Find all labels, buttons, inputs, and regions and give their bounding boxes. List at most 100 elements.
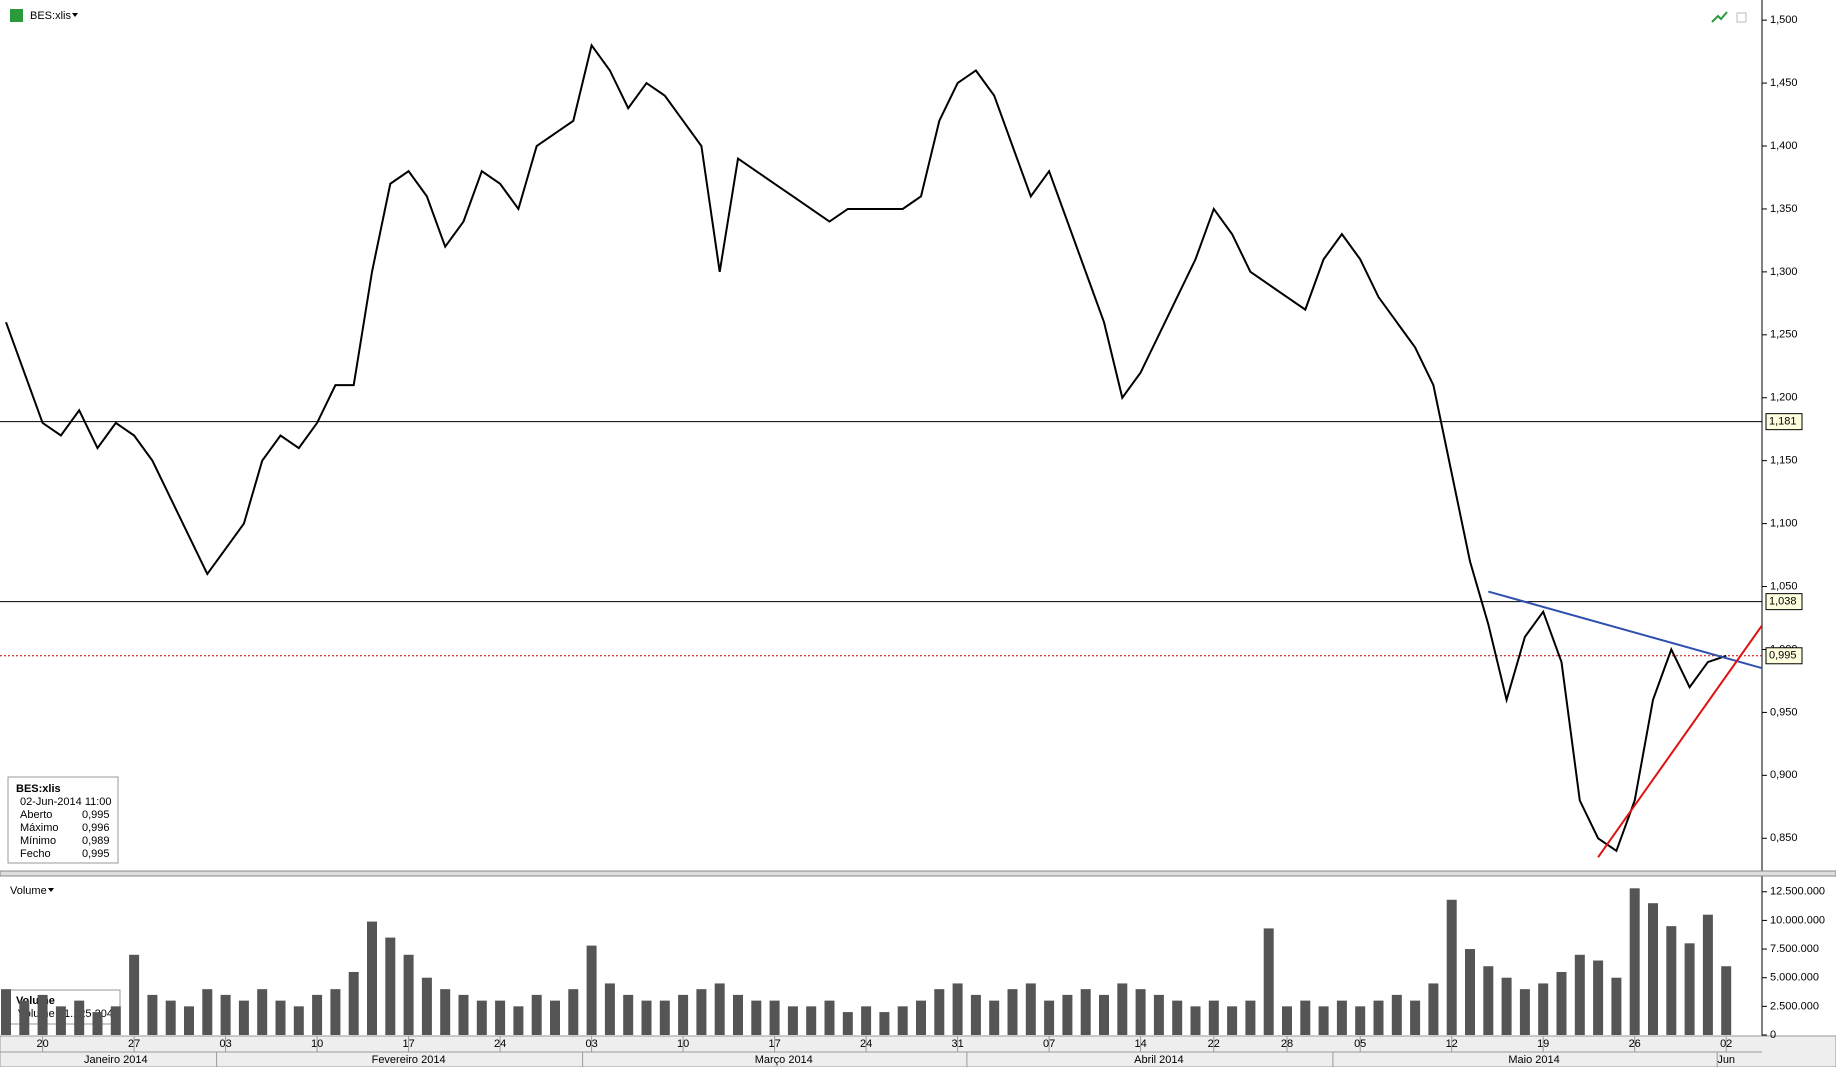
trendline — [1488, 590, 1762, 670]
volume-bar — [458, 994, 469, 1035]
info-datetime: 02-Jun-2014 11:00 — [20, 796, 112, 808]
volume-pane-label[interactable]: Volume — [10, 885, 47, 897]
volume-bar — [1446, 899, 1457, 1035]
info-value: 0,996 — [82, 822, 110, 834]
x-tick-label: 24 — [860, 1038, 872, 1050]
volume-bar — [1373, 1000, 1384, 1035]
volume-bar — [1574, 954, 1585, 1035]
x-tick-label: 10 — [311, 1038, 323, 1050]
volume-bar — [1044, 1000, 1055, 1035]
info-label: Aberto — [20, 809, 52, 821]
month-label: Abril 2014 — [1134, 1054, 1184, 1066]
y-tick-label: 1,050 — [1770, 580, 1798, 592]
dropdown-arrow[interactable] — [48, 888, 54, 892]
chart-type-icon[interactable] — [1711, 11, 1728, 23]
x-tick-label: 26 — [1629, 1038, 1641, 1050]
volume-bar — [1062, 994, 1073, 1035]
maximize-icon[interactable] — [1736, 12, 1747, 23]
volume-bar — [623, 994, 634, 1035]
y-tick-label: 7.500.000 — [1770, 943, 1819, 955]
volume-bar — [1190, 1006, 1201, 1035]
volume-bar — [550, 1000, 560, 1035]
x-tick-label: 28 — [1281, 1038, 1293, 1050]
info-box — [7, 776, 119, 864]
volume-bar — [714, 983, 725, 1035]
volume-bar — [1611, 977, 1622, 1035]
x-tick-label: 17 — [768, 1038, 780, 1050]
volume-bar — [55, 1006, 66, 1035]
volume-bar — [1300, 1000, 1311, 1035]
volume-bar — [1, 989, 11, 1035]
y-tick-label: 1,300 — [1770, 266, 1798, 278]
y-tick-label: 1,350 — [1770, 203, 1798, 215]
volume-bar — [367, 921, 377, 1035]
volume-bar — [1684, 943, 1695, 1035]
volume-bar — [1428, 983, 1439, 1035]
symbol-icon[interactable] — [10, 9, 23, 22]
level-tag — [1765, 647, 1803, 665]
volume-bar — [568, 989, 579, 1035]
volume-bar — [1721, 966, 1732, 1035]
trendline — [1597, 623, 1762, 858]
volume-bar — [1172, 1000, 1183, 1035]
y-tick-label: 1,500 — [1770, 14, 1798, 26]
y-tick-label: 0,950 — [1770, 706, 1798, 718]
volume-bar — [19, 1000, 30, 1035]
volume-bar — [1336, 1000, 1347, 1035]
volume-bar — [659, 1000, 670, 1035]
volume-bar — [970, 994, 981, 1035]
volume-bar — [678, 994, 689, 1035]
volume-bar — [824, 1000, 835, 1035]
volume-bar — [1648, 903, 1658, 1035]
month-label: Maio 2014 — [1508, 1054, 1559, 1066]
dropdown-arrow[interactable] — [72, 13, 78, 17]
y-tick-label: 1,400 — [1770, 140, 1798, 152]
volume-bar — [257, 989, 268, 1035]
x-tick-label: 19 — [1537, 1038, 1549, 1050]
volume-bar — [1465, 949, 1475, 1035]
volume-bar — [37, 994, 48, 1035]
volume-bar — [147, 994, 158, 1035]
volume-bar — [879, 1012, 890, 1035]
volume-bar — [916, 1000, 926, 1035]
volume-bar — [934, 989, 945, 1035]
month-label: Fevereiro 2014 — [372, 1054, 446, 1066]
volume-bar — [696, 989, 707, 1035]
x-tick-label: 17 — [402, 1038, 414, 1050]
x-tick-label: 20 — [36, 1038, 48, 1050]
volume-bar — [202, 989, 213, 1035]
volume-bar — [330, 989, 341, 1035]
info-title: BES:xlis — [16, 783, 61, 795]
volume-bar — [1391, 994, 1402, 1035]
volume-bar — [440, 989, 451, 1035]
price-line — [5, 42, 1727, 853]
info-value: 0,995 — [82, 848, 110, 860]
info-label: Máximo — [20, 822, 59, 834]
volume-bar — [897, 1006, 908, 1035]
volume-bar — [1501, 977, 1512, 1035]
volume-bar — [1099, 994, 1109, 1035]
y-tick-label: 1,200 — [1770, 392, 1798, 404]
y-tick-label: 1,250 — [1770, 329, 1798, 341]
volume-bar — [641, 1000, 652, 1035]
volume-bar — [751, 1000, 762, 1035]
volume-bar — [1025, 983, 1036, 1035]
level-label: 0,995 — [1769, 650, 1797, 662]
volume-bar — [586, 945, 597, 1035]
volume-bar — [403, 954, 414, 1035]
volume-bar — [92, 1012, 103, 1035]
volume-bar — [385, 937, 396, 1035]
volume-bar — [989, 1000, 1000, 1035]
volume-bar — [1117, 983, 1128, 1035]
volume-bar — [1227, 1006, 1238, 1035]
volume-bar — [952, 983, 963, 1035]
symbol-label[interactable]: BES:xlis — [30, 10, 71, 22]
volume-bar — [806, 1006, 817, 1035]
info-value: 0,989 — [82, 835, 110, 847]
volume-bar — [293, 1006, 304, 1035]
volume-bar — [1410, 1000, 1421, 1035]
y-tick-label: 1,450 — [1770, 77, 1798, 89]
volume-bar — [476, 1000, 487, 1035]
